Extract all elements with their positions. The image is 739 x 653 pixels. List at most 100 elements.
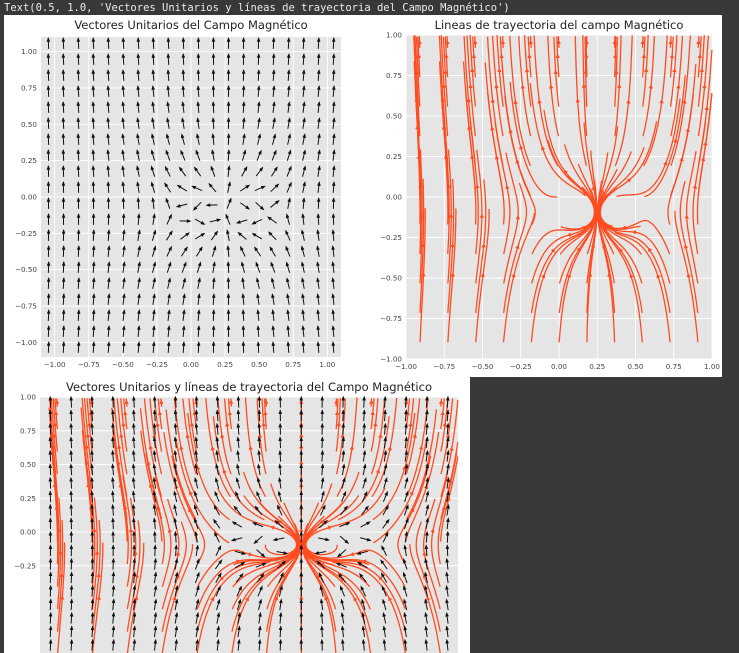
quiver-arrow-head <box>132 598 137 604</box>
quiver-arrow-head <box>181 69 186 74</box>
quiver-arrow-head <box>302 149 307 155</box>
quiver-arrow-head <box>257 463 261 469</box>
quiver-arrow-head <box>48 544 53 549</box>
quiver-arrow-head <box>200 232 206 237</box>
quiver-arrow-head <box>136 37 141 42</box>
quiver-arrow-head <box>111 638 116 644</box>
streamline-arrow <box>683 244 689 249</box>
quiver-arrow-head <box>48 409 53 415</box>
x-tick-label: −0.75 <box>78 360 100 369</box>
quiver-arrow-head <box>341 409 345 415</box>
streamline-arrow <box>445 39 450 45</box>
quiver-arrow-head <box>299 476 304 482</box>
quiver-arrow-head <box>132 625 137 631</box>
quiver-arrow-head <box>325 537 331 542</box>
quiver-arrow-head <box>278 463 282 469</box>
streamplot-axes: Lineas de trayectoria del campo Magnétic… <box>380 18 720 371</box>
streamline-arrow <box>497 68 502 73</box>
quiver-arrow-head <box>300 245 305 251</box>
quiver-arrow-head <box>46 133 51 138</box>
quiver-arrow-head <box>236 409 241 415</box>
streamline-arrow <box>676 84 681 89</box>
quiver-arrow-head <box>240 261 245 267</box>
quiver-arrow-head <box>211 325 216 330</box>
quiver-arrow-head <box>341 436 346 442</box>
quiver-arrow-head <box>111 395 115 401</box>
quiver-arrow-head <box>121 149 125 154</box>
streamline-arrow <box>378 433 383 439</box>
quiver-arrow-head <box>174 638 179 644</box>
quiver-arrow-head <box>403 638 408 644</box>
quiver-arrow-head <box>61 101 66 106</box>
quiver-arrow-head <box>183 246 188 252</box>
quiver-arrow-head <box>182 277 187 283</box>
streamline-arrow <box>692 184 698 189</box>
quiver-arrow-head <box>152 490 157 496</box>
streamline-arrow <box>438 399 444 404</box>
streamline-arrow <box>466 97 471 103</box>
quiver-arrow-head <box>302 117 306 123</box>
quiver-arrow-head <box>214 531 218 537</box>
y-tick-label: 1.00 <box>20 393 36 402</box>
streamline-arrow <box>96 595 101 600</box>
quiver-arrow-head <box>366 537 372 542</box>
quiver-arrow-head <box>404 436 408 442</box>
quiver-arrow-head <box>257 101 261 106</box>
quiver-arrow-head <box>258 611 262 617</box>
quiver-arrow-head <box>302 165 307 171</box>
quiver-arrow-head <box>302 85 306 90</box>
quiver-arrow-head <box>91 277 96 282</box>
streamline-arrow <box>668 39 673 45</box>
quiver-arrow-head <box>212 518 218 524</box>
quiver-arrow-head <box>164 165 169 171</box>
streamline-arrow <box>128 528 134 533</box>
quiver-arrow-head <box>256 293 260 298</box>
quiver-arrow-head <box>301 197 306 202</box>
quiver-arrow-head <box>174 584 179 590</box>
quiver-arrow-head <box>136 53 141 58</box>
quiver-arrow-head <box>61 309 66 314</box>
streamline-arrow <box>362 559 367 564</box>
y-tick-label: 0.75 <box>21 83 37 92</box>
streamline-arrow <box>418 445 424 450</box>
quiver-arrow-head <box>211 69 216 74</box>
x-tick-label: −0.50 <box>471 362 493 371</box>
quiver-arrow-head <box>361 611 366 617</box>
quiver-arrow-head <box>424 611 428 617</box>
quiver-arrow-head <box>132 517 136 523</box>
quiver-arrow-head <box>211 341 216 346</box>
quiver-arrow-head <box>445 395 450 401</box>
streamline-arrow <box>527 53 532 59</box>
quiver-arrow-head <box>271 69 276 74</box>
quiver-arrow-head <box>46 117 51 122</box>
quiver-arrow-head <box>241 37 246 42</box>
quiver-arrow-head <box>150 181 155 187</box>
quiver-arrow-head <box>166 37 171 42</box>
quiver-arrow-head <box>106 149 110 154</box>
quiver-arrow-head <box>362 395 366 401</box>
quiver-arrow-head <box>446 490 450 496</box>
quiver-arrow-head <box>356 561 362 566</box>
quiver-arrow-head <box>90 598 95 604</box>
streamline-arrow <box>349 445 354 450</box>
quiver-arrow-head <box>153 584 158 590</box>
quiver-arrow-head <box>46 101 51 106</box>
quiver-arrow-head <box>424 584 428 590</box>
quiver-arrow-head <box>301 325 305 330</box>
x-tick-label: −0.25 <box>146 360 168 369</box>
quiver-arrow-head <box>256 37 261 42</box>
quiver-arrow-head <box>320 638 324 644</box>
quiver-arrow-head <box>318 571 323 578</box>
quiver-arrow-head <box>181 117 185 123</box>
quiver-arrow-head <box>361 625 366 631</box>
streamline-arrow <box>157 411 163 416</box>
cell-output-text: Text(0.5, 1.0, 'Vectores Unitarios y lín… <box>4 2 510 14</box>
quiver-arrow-head <box>216 611 221 617</box>
quiver-arrow-head <box>226 149 231 154</box>
quiver-arrow-head <box>211 85 216 90</box>
quiver-arrow-head <box>106 229 111 234</box>
quiver-arrow-head <box>273 149 277 155</box>
quiver-arrow-head <box>121 181 125 186</box>
quiver-arrow-head <box>301 309 305 314</box>
quiver-arrow-head <box>152 476 157 482</box>
